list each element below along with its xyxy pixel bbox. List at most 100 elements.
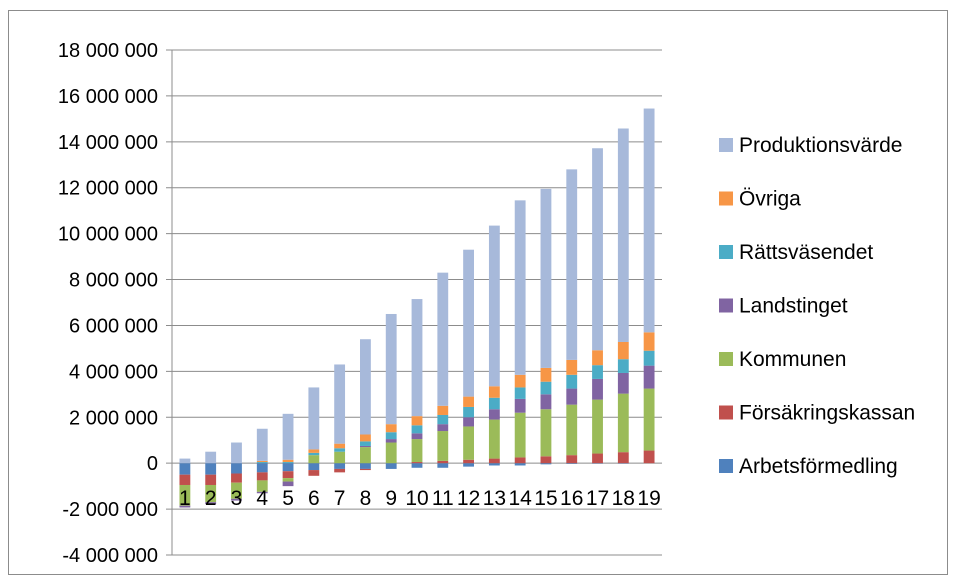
bar-segment	[411, 299, 423, 417]
bar-segment	[566, 463, 578, 464]
x-tick-label: 6	[308, 487, 320, 510]
bar-segment	[592, 365, 603, 379]
x-tick-label: 3	[231, 487, 243, 510]
x-tick-label: 2	[205, 487, 217, 510]
bar-segment	[540, 456, 552, 464]
bar-segment	[256, 428, 268, 461]
bar-segment	[437, 463, 449, 468]
bar-segment	[437, 405, 449, 415]
bar-segment	[360, 463, 371, 469]
y-tick-label: 6 000 000	[69, 315, 158, 337]
bar-segment	[437, 414, 449, 425]
bar-segment	[282, 471, 294, 479]
x-tick-label: 17	[586, 487, 609, 510]
x-tick-label: 5	[282, 487, 294, 510]
legend-swatch	[719, 352, 733, 366]
bar-segment	[385, 442, 397, 464]
bar-segment	[256, 463, 268, 473]
bar-segment	[643, 332, 655, 351]
bar-segment	[385, 432, 397, 440]
x-tick-label: 10	[405, 487, 428, 510]
bar-segment	[437, 460, 449, 464]
legend-label: Arbetsförmedling	[739, 455, 898, 478]
bar-segment	[463, 396, 474, 407]
bar-segment	[411, 463, 423, 468]
bar-segment	[179, 463, 191, 475]
y-tick-label: 2 000 000	[69, 407, 158, 429]
bar-segment	[334, 448, 346, 452]
bar-segment	[540, 463, 552, 465]
bar-segment	[488, 386, 500, 398]
bar-segment	[411, 425, 423, 434]
gridlines	[166, 49, 662, 556]
legend-label: Försäkringskassan	[739, 402, 915, 425]
bar-segment	[540, 394, 552, 410]
bar-segment	[282, 413, 294, 460]
bar-segment	[514, 398, 526, 413]
y-tick-label: 0	[147, 453, 158, 475]
bar-segment	[540, 409, 552, 457]
bar-segment	[334, 443, 346, 449]
bar-segment	[463, 459, 474, 464]
x-tick-label: 16	[560, 487, 583, 510]
bar-segment	[540, 367, 552, 382]
x-tick-label: 4	[256, 487, 268, 510]
bar-segment	[617, 341, 629, 360]
bar-segment	[360, 447, 371, 464]
bar-segment	[643, 108, 655, 333]
bar-segment	[643, 388, 655, 451]
bar-segment	[617, 128, 629, 342]
y-tick-label: 10 000 000	[58, 224, 158, 246]
bar-segment	[437, 431, 449, 461]
bar-segment	[360, 445, 371, 448]
x-tick-label: 14	[508, 487, 532, 510]
bar-segment	[411, 462, 423, 464]
bar-segment	[592, 399, 603, 454]
bar-segment	[334, 463, 346, 469]
bar-segment	[566, 388, 578, 405]
bar-segment	[437, 272, 449, 406]
bar-segment	[231, 498, 242, 501]
y-tick-label: 16 000 000	[58, 86, 158, 108]
bar-segment	[231, 463, 242, 474]
bar-segment	[566, 359, 578, 375]
bar-segment	[179, 505, 191, 508]
bar-segment	[360, 441, 371, 446]
bar-segment	[334, 468, 346, 473]
bar-segment	[256, 491, 268, 494]
legend-label: Rättsväsendet	[739, 241, 873, 264]
bar-segment	[592, 378, 603, 400]
bar-segment	[617, 359, 629, 373]
bar-segment	[617, 393, 629, 453]
x-tick-label: 19	[637, 487, 660, 510]
bar-segment	[514, 457, 526, 464]
bar-segment	[566, 374, 578, 389]
legend-swatch	[719, 459, 733, 473]
bar-segment	[617, 372, 629, 394]
bar-segment	[179, 484, 191, 506]
bar-segment	[385, 439, 397, 443]
y-tick-label: 4 000 000	[69, 361, 158, 383]
bar-segment	[488, 409, 500, 420]
bars	[179, 108, 655, 508]
bar-segment	[282, 481, 294, 487]
y-axis-labels: -4 000 000 -2 000 000 0 2 000 000 4 000 000 6…	[58, 40, 158, 567]
y-tick-label: 14 000 000	[58, 132, 158, 154]
x-tick-label: 7	[334, 487, 346, 510]
x-tick-label: 18	[612, 487, 635, 510]
x-axis-labels: 1 2 3 4 5 6 7 8 9 10 11 12 13 14 15 16 17 18 19	[179, 487, 661, 510]
bar-segment	[282, 462, 294, 464]
bar-segment	[463, 406, 474, 418]
bar-segment	[205, 474, 217, 485]
bar-segment	[256, 462, 268, 464]
bar-segment	[360, 339, 371, 435]
bar-segment	[205, 451, 217, 464]
bar-segment	[179, 458, 191, 464]
bar-segment	[592, 350, 603, 366]
bar-segment	[463, 417, 474, 427]
bar-segment	[617, 463, 629, 464]
bar-segment	[488, 225, 500, 387]
bar-segment	[566, 169, 578, 360]
bar-segment	[514, 463, 526, 466]
legend-swatch	[719, 245, 733, 259]
